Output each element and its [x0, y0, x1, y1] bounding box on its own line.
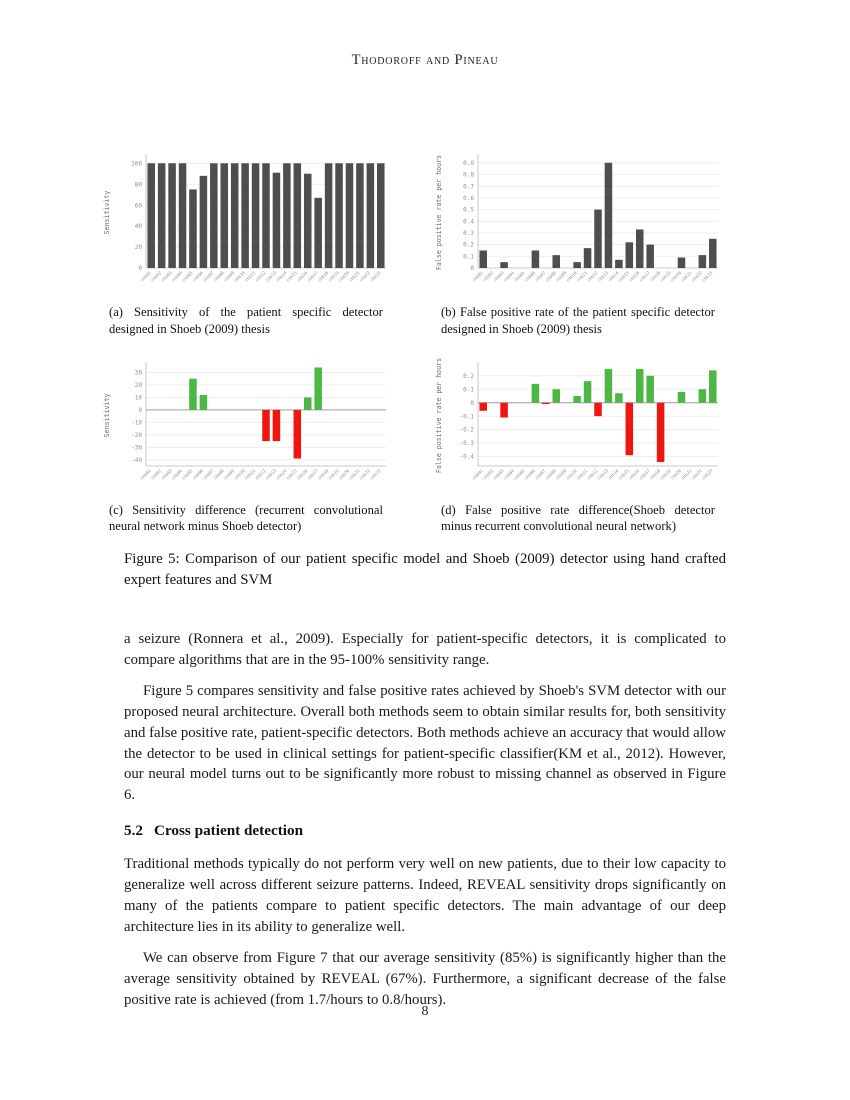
subfigure-c-caption-text: Sensitivity difference (recurrent convol… [109, 502, 383, 534]
subfigure-c-label: (c) [109, 502, 123, 517]
subfigure-a-caption-text: Sensitivity of the patient specific dete… [109, 305, 383, 336]
subfigure-a-caption: (a) Sensitivity of the patient specific … [109, 304, 383, 338]
subfigure-a: 0 20 40 60 80 100 chb01 chb02 chb03 chb04 chb05 chb… [100, 146, 392, 338]
subfigure-a-label: (a) [109, 305, 123, 319]
svg-text:-0.3: -0.3 [460, 440, 475, 447]
svg-text:0: 0 [470, 265, 474, 272]
paragraph-seizure: a seizure (Ronnera et al., 2009). Especi… [124, 631, 726, 668]
chart-sensitivity-shoeb: 020406080100chb01chb02chb03chb04chb05chb… [103, 154, 386, 284]
svg-text:-30: -30 [131, 444, 142, 451]
paragraph-figure7-observation: We can observe from Figure 7 that our av… [124, 949, 726, 1008]
svg-text:0: 0 [138, 265, 142, 272]
svg-text:80: 80 [135, 181, 143, 188]
page-number: 8 [421, 1004, 429, 1019]
svg-text:0.1: 0.1 [463, 386, 474, 393]
chart-false-positive-rate-difference: 0.20.10-0.1-0.2-0.3-0.4chb01chb02chb03ch… [435, 358, 718, 481]
svg-text:0: 0 [138, 407, 142, 414]
svg-text:0: 0 [470, 399, 474, 406]
subfigure-d-caption: (d) False positive rate difference(Shoeb… [441, 502, 715, 536]
svg-text:20: 20 [135, 244, 143, 251]
subfigure-c-caption: (c) Sensitivity difference (recurrent co… [109, 502, 383, 536]
svg-text:chb23: chb23 [369, 467, 383, 481]
subfigure-d-label: (d) [441, 502, 456, 517]
section-number: 5.2 [124, 822, 143, 840]
svg-text:False positive rate per hours: False positive rate per hours [435, 358, 443, 473]
running-header: Thodoroff and Pineau [351, 52, 499, 68]
svg-text:-20: -20 [131, 432, 142, 439]
subfigure-b: 0 0.1 0.2 0.3 0.4 0.5 0.6 0.7 0.8 0.9 chb01 chb02 ch… [432, 146, 724, 338]
subfigure-b-label: (b) [441, 305, 456, 319]
svg-text:0.3: 0.3 [463, 230, 474, 237]
body-text: a seizure (Ronnera et al., 2009). Especi… [124, 629, 726, 1021]
svg-text:Sensitivity: Sensitivity [103, 191, 111, 235]
svg-text:False positive rate per hours: False positive rate per hours [435, 155, 443, 270]
subfigure-b-caption: (b) False positive rate of the patient s… [441, 304, 715, 338]
svg-text:60: 60 [135, 202, 143, 209]
svg-text:0.2: 0.2 [463, 372, 474, 379]
svg-text:10: 10 [135, 394, 143, 401]
svg-text:-40: -40 [131, 456, 142, 463]
svg-text:0.8: 0.8 [463, 172, 474, 179]
subfigure-d: 0.2 0.1 0 -0.1 -0.2 -0.3 -0.4 chb01 chb02 chb03 ch… [432, 354, 724, 536]
subfigure-d-caption-text: False positive rate difference(Shoeb det… [441, 502, 715, 534]
svg-text:-10: -10 [131, 419, 142, 426]
figure-5-block: 0 20 40 60 80 100 chb01 chb02 chb03 chb04 chb05 chb… [100, 146, 740, 591]
paragraph-traditional-methods: Traditional methods typically do not per… [124, 856, 726, 935]
chart-false-positive-rate-shoeb: 00.10.20.30.40.50.60.70.80.9chb01chb02ch… [435, 154, 718, 284]
figure-caption-text: Comparison of our patient specific model… [124, 551, 727, 589]
svg-text:0.7: 0.7 [463, 183, 474, 190]
subfigure-c: 30 20 10 0 -10 -20 -30 -40 chb01 chb02 chb03 chb04 c… [100, 354, 392, 536]
svg-text:0.4: 0.4 [463, 218, 474, 225]
figure-caption: Figure 5: Comparison of our patient spec… [124, 549, 726, 591]
chart-sensitivity-difference: 3020100-10-20-30-40chb01chb02chb03chb04c… [103, 361, 386, 481]
figure-caption-label: Figure 5: [124, 551, 180, 568]
svg-text:-0.1: -0.1 [460, 413, 475, 420]
subfigure-b-caption-text: False positive rate of the patient speci… [441, 305, 715, 336]
svg-text:30: 30 [135, 369, 143, 376]
svg-text:20: 20 [135, 382, 143, 389]
svg-text:40: 40 [135, 223, 143, 230]
svg-text:chb23: chb23 [701, 270, 715, 284]
svg-text:Sensitivity: Sensitivity [103, 393, 111, 437]
svg-text:-0.4: -0.4 [460, 453, 475, 460]
svg-text:chb23: chb23 [369, 270, 383, 284]
svg-text:0.1: 0.1 [463, 253, 474, 260]
svg-text:0.6: 0.6 [463, 195, 474, 202]
svg-text:-0.2: -0.2 [460, 426, 475, 433]
svg-text:chb23: chb23 [701, 467, 715, 481]
section-title: Cross patient detection [153, 822, 304, 840]
svg-text:0.9: 0.9 [463, 160, 474, 167]
paragraph-figure5-comparison: Figure 5 compares sensitivity and false … [124, 682, 726, 804]
svg-text:0.5: 0.5 [463, 207, 474, 214]
svg-text:100: 100 [131, 160, 142, 167]
section-heading-5-2: 5.2 Cross patient detection [124, 822, 726, 840]
svg-text:0.2: 0.2 [463, 242, 474, 249]
subfigure-grid: 0 20 40 60 80 100 chb01 chb02 chb03 chb04 chb05 chb… [100, 146, 740, 535]
